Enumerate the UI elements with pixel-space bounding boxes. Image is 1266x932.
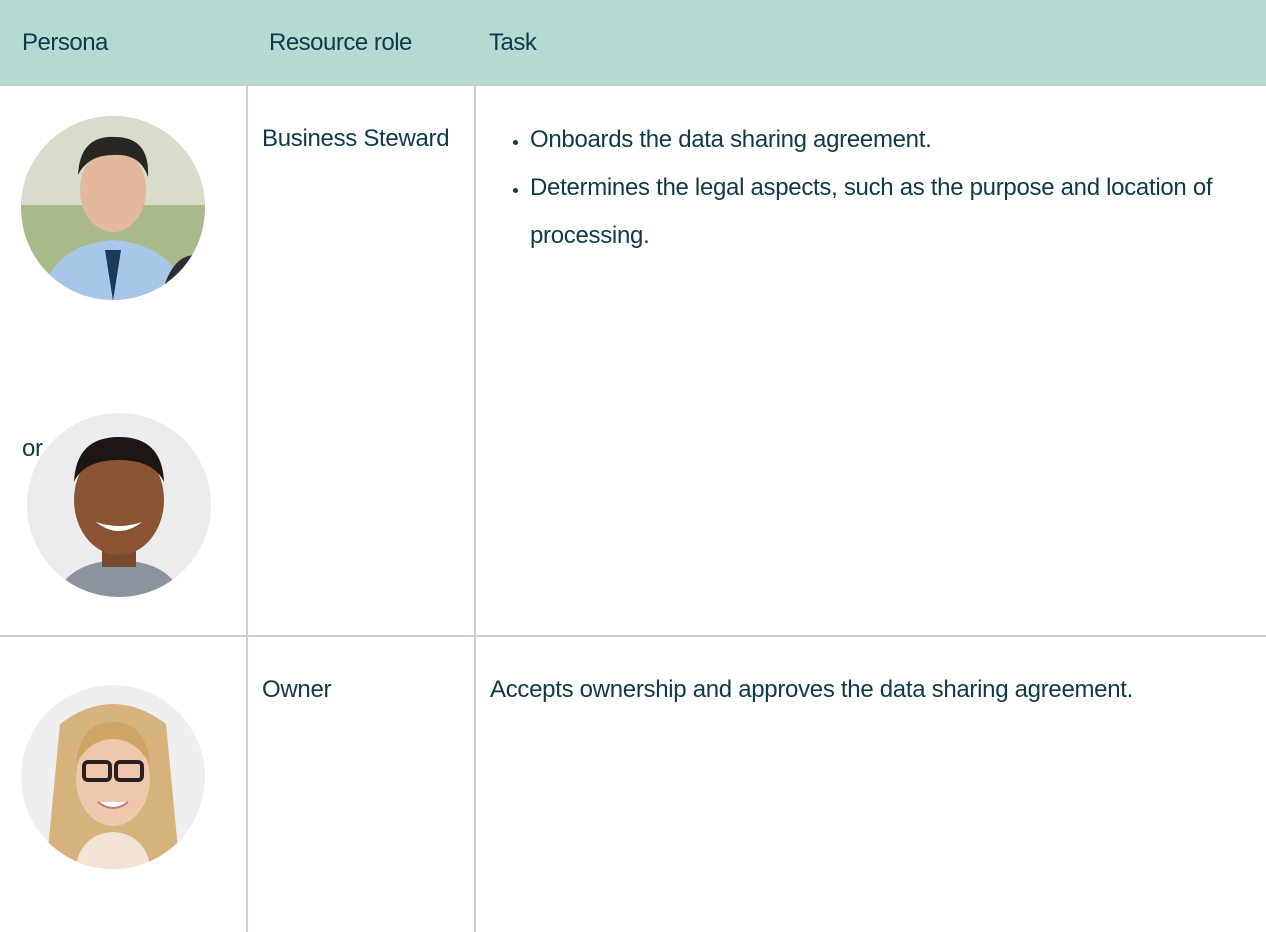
task-text: Accepts ownership and approves the data … xyxy=(490,676,1134,703)
document: Persona Resource role Task or xyxy=(0,0,1266,872)
avatar xyxy=(21,116,205,300)
task-list: Onboards the data sharing agreement. Det… xyxy=(490,116,1236,260)
table-row: or Business Steward Onboards the data sh… xyxy=(0,86,1266,637)
persona-cell xyxy=(0,636,248,932)
role-text: Business Steward xyxy=(262,125,450,152)
role-cell: Business Steward xyxy=(247,86,476,637)
avatar xyxy=(21,685,205,869)
header-cell: Resource role xyxy=(247,0,475,86)
task-item: Determines the legal aspects, such as th… xyxy=(530,164,1236,260)
role-text: Owner xyxy=(262,676,332,703)
task-cell: Onboards the data sharing agreement. Det… xyxy=(475,86,1266,637)
separator-text: or xyxy=(22,435,43,462)
persona-cell: or xyxy=(0,86,248,637)
table-row: Owner Accepts ownership and approves the… xyxy=(0,636,1266,932)
avatar xyxy=(27,413,211,597)
task-item: Onboards the data sharing agreement. xyxy=(530,116,1236,164)
task-cell: Accepts ownership and approves the data … xyxy=(475,636,1266,932)
page: Persona table {"table": { "headers": ["P… xyxy=(0,0,1266,872)
header-row: Persona Resource role Task xyxy=(0,0,1266,86)
header-cell: Persona xyxy=(0,0,247,86)
role-cell: Owner xyxy=(247,636,476,932)
header-cell: Task xyxy=(475,0,1266,86)
